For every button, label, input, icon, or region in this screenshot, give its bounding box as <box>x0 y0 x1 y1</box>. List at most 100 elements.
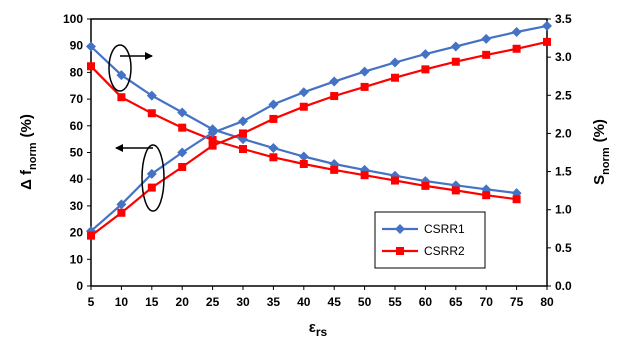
legend-label: CSRR1 <box>424 222 465 236</box>
right-tick-label: 3.5 <box>555 12 572 26</box>
legend-marker <box>395 224 405 234</box>
data-point-csrr2-delta-f <box>147 109 156 118</box>
data-point-csrr1-s-norm <box>450 41 461 52</box>
data-point-csrr1-s-norm <box>542 20 552 31</box>
series-line-csrr1-s-norm <box>90 24 548 232</box>
left-tick-label: 100 <box>63 12 83 26</box>
x-tick-label: 45 <box>328 295 342 309</box>
x-tick-label: 55 <box>388 295 402 309</box>
data-point-csrr2-s-norm <box>178 162 187 171</box>
x-axis-title-main: ε <box>309 319 316 336</box>
data-point-csrr1-s-norm <box>390 57 400 68</box>
data-point-csrr2-delta-f <box>87 62 95 71</box>
data-point-csrr2-s-norm <box>117 208 126 217</box>
data-point-csrr1-s-norm <box>268 99 279 110</box>
data-point-csrr2-delta-f <box>269 153 278 162</box>
legend-label: CSRR2 <box>424 244 465 258</box>
legend-item-csrr2: CSRR2 <box>382 244 465 258</box>
data-point-csrr2-s-norm <box>421 65 430 74</box>
series-csrr2-s-norm <box>87 37 551 240</box>
data-point-csrr2-delta-f <box>421 181 430 190</box>
left-axis: 0 10 20 30 40 50 60 70 80 90 100 <box>63 12 91 293</box>
data-point-csrr2-delta-f <box>299 159 308 168</box>
data-point-csrr1-delta-f <box>298 151 309 162</box>
legend-box <box>374 211 486 269</box>
data-point-csrr2-delta-f <box>330 165 339 174</box>
left-axis-title-main: Δ f <box>18 169 35 190</box>
data-point-csrr2-s-norm <box>512 44 521 53</box>
delta-f-indicator-ellipse <box>141 144 165 212</box>
left-axis-title: Δ fnorm (%) <box>18 114 39 190</box>
x-tick-label: 60 <box>419 295 433 309</box>
left-tick-label: 80 <box>70 65 84 79</box>
data-point-csrr2-s-norm <box>451 57 460 66</box>
x-axis-title-sub: rs <box>316 325 328 339</box>
data-point-csrr1-s-norm <box>146 168 157 179</box>
right-tick-label: 1.0 <box>555 203 572 217</box>
data-point-csrr2-delta-f <box>451 186 460 195</box>
left-tick-label: 90 <box>70 39 84 53</box>
data-point-csrr2-delta-f <box>360 171 369 180</box>
x-tick-label: 70 <box>480 295 494 309</box>
right-axis: 0.0 0.5 1.0 1.5 2.0 2.5 3.0 3.5 <box>547 12 572 293</box>
data-point-csrr2-s-norm <box>543 37 551 46</box>
data-point-csrr2-s-norm <box>360 82 369 91</box>
data-point-csrr1-s-norm <box>511 26 522 37</box>
data-point-csrr2-s-norm <box>391 73 399 82</box>
data-point-csrr1-s-norm <box>420 49 431 60</box>
data-point-csrr1-s-norm <box>298 87 309 98</box>
data-point-csrr1-delta-f <box>177 107 188 118</box>
x-tick-label: 15 <box>145 295 159 309</box>
x-tick-label: 30 <box>236 295 250 309</box>
x-tick-label: 80 <box>540 295 554 309</box>
left-tick-label: 20 <box>70 226 84 240</box>
data-point-csrr2-delta-f <box>512 195 521 204</box>
data-point-csrr1-delta-f <box>268 142 279 153</box>
data-point-csrr2-s-norm <box>299 102 308 111</box>
x-tick-label: 35 <box>267 295 281 309</box>
left-axis-title-sub: norm <box>27 142 39 170</box>
left-tick-label: 50 <box>70 146 84 160</box>
data-point-csrr1-delta-f <box>146 90 157 101</box>
x-tick-label: 40 <box>297 295 311 309</box>
right-tick-label: 0.0 <box>555 279 572 293</box>
right-tick-label: 1.5 <box>555 165 572 179</box>
data-point-csrr1-s-norm <box>116 199 127 210</box>
x-tick-label: 75 <box>510 295 524 309</box>
x-tick-label: 50 <box>358 295 372 309</box>
axis-indicators <box>108 44 165 212</box>
data-point-csrr1-s-norm <box>329 76 340 87</box>
x-tick-label: 20 <box>176 295 190 309</box>
data-point-csrr2-s-norm <box>147 183 156 192</box>
data-point-csrr1-s-norm <box>177 147 188 158</box>
data-point-csrr2-delta-f <box>239 145 247 154</box>
series-csrr1-s-norm <box>86 20 552 237</box>
right-axis-title: Snorm (%) <box>591 119 612 185</box>
data-point-csrr2-delta-f <box>391 176 399 185</box>
series-line-csrr2-s-norm <box>90 40 548 237</box>
data-point-csrr1-s-norm <box>207 127 218 138</box>
data-point-csrr1-delta-f <box>86 41 96 52</box>
x-tick-label: 65 <box>449 295 463 309</box>
data-point-csrr1-s-norm <box>481 33 492 44</box>
left-tick-label: 70 <box>70 92 84 106</box>
series-layer <box>86 20 552 240</box>
right-tick-label: 0.5 <box>555 241 572 255</box>
left-tick-label: 0 <box>76 279 83 293</box>
x-axis: 5 10 15 20 25 30 35 40 45 50 55 60 65 70 75 80 <box>88 286 554 309</box>
left-tick-label: 60 <box>70 119 84 133</box>
right-tick-label: 3.0 <box>555 50 572 64</box>
left-tick-label: 30 <box>70 199 84 213</box>
x-tick-label: 5 <box>88 295 95 309</box>
data-point-csrr1-s-norm <box>359 66 370 77</box>
left-axis-title-unit: (%) <box>18 114 35 137</box>
left-tick-label: 10 <box>70 252 84 266</box>
data-point-csrr2-s-norm <box>330 92 339 101</box>
data-point-csrr2-s-norm <box>87 231 95 240</box>
s-norm-indicator-ellipse <box>108 44 132 92</box>
data-point-csrr2-delta-f <box>208 135 217 144</box>
data-point-csrr2-s-norm <box>482 50 491 59</box>
data-point-csrr2-delta-f <box>482 191 491 200</box>
data-point-csrr2-s-norm <box>269 114 278 123</box>
